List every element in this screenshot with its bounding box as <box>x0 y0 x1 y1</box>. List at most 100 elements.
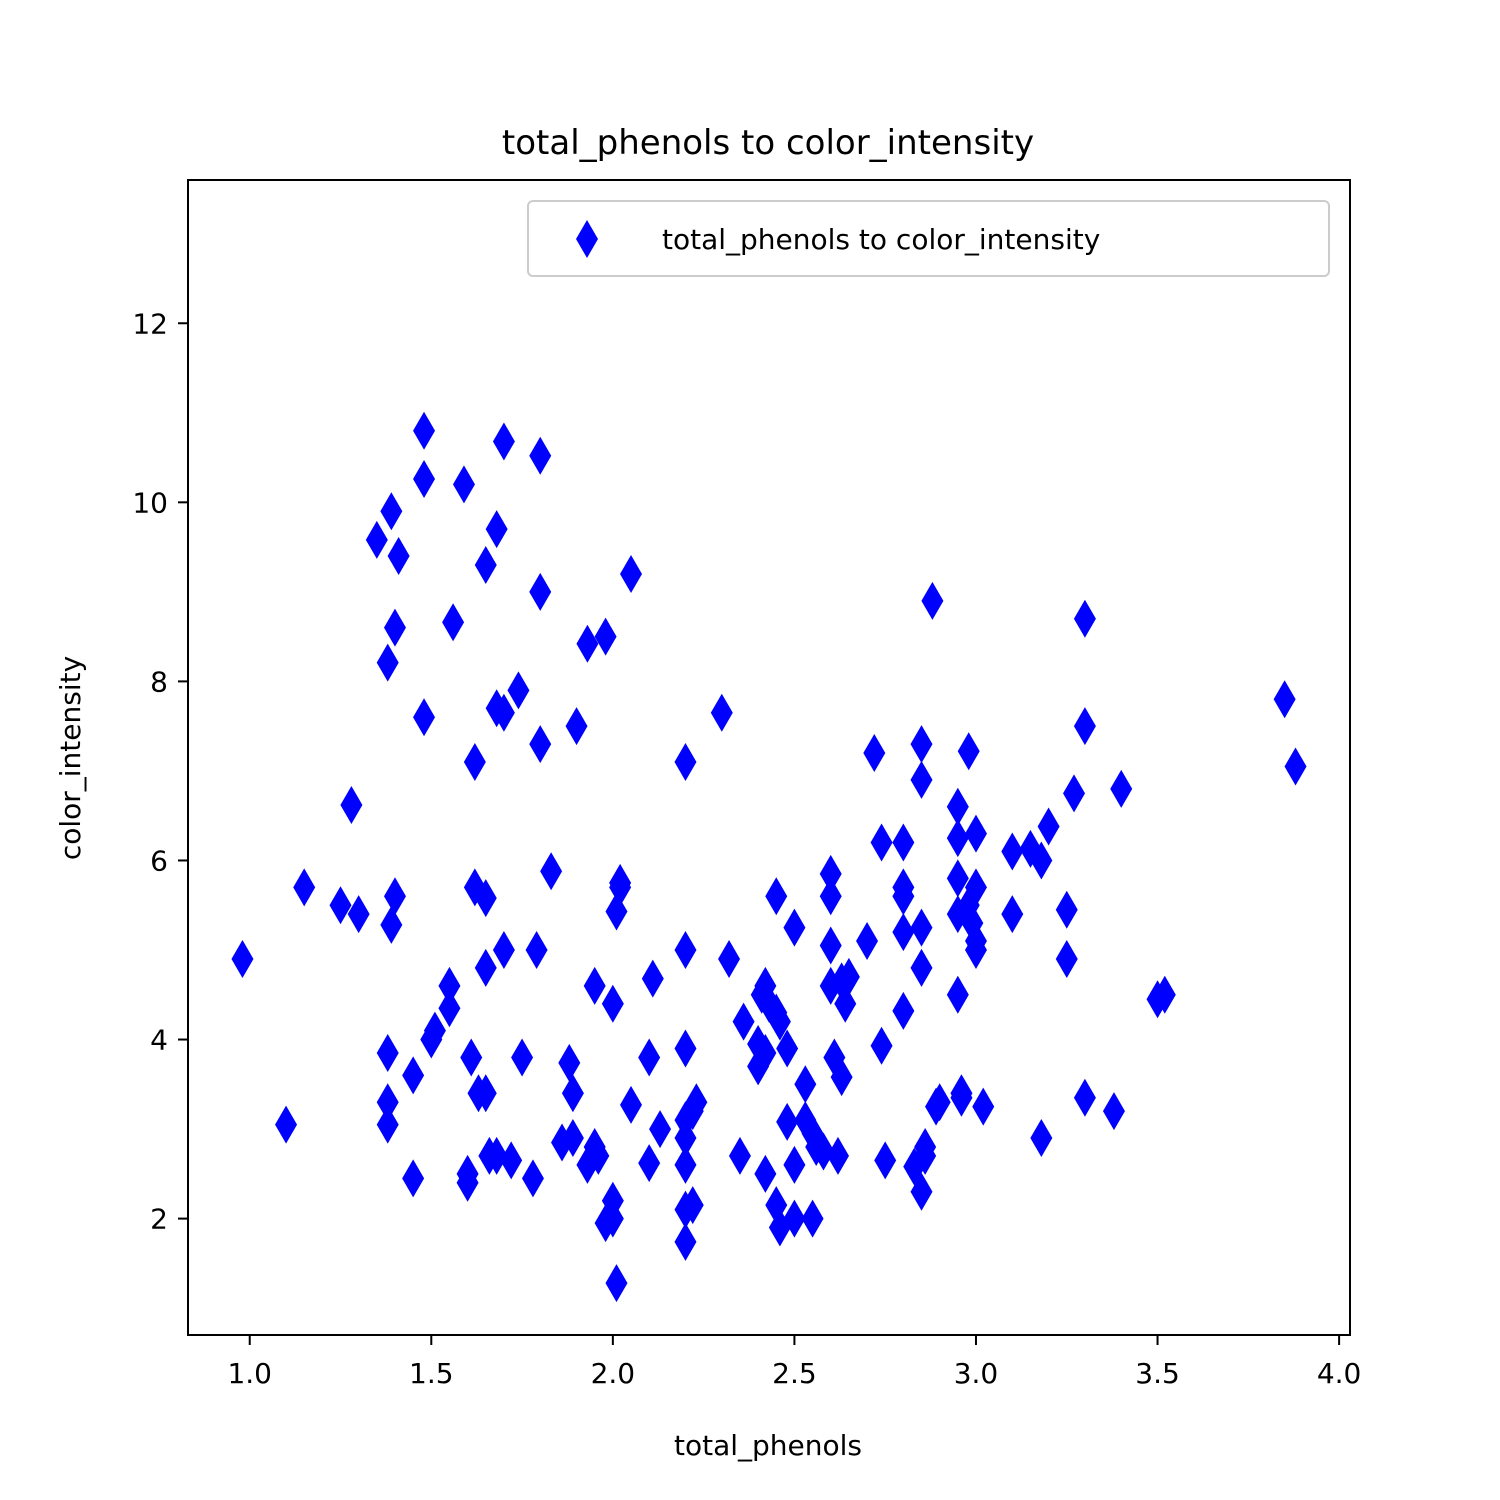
data-point <box>463 742 486 781</box>
legend: total_phenols to color_intensity <box>527 200 1330 277</box>
data-point <box>583 966 606 1005</box>
data-point <box>649 1110 672 1149</box>
x-tick-label: 3.0 <box>954 1357 999 1390</box>
data-point <box>950 1078 973 1117</box>
data-point <box>972 1087 995 1126</box>
data-point <box>837 957 860 996</box>
x-tick-label: 1.0 <box>227 1357 272 1390</box>
data-point <box>438 966 461 1005</box>
data-point <box>892 823 915 862</box>
data-point <box>674 742 697 781</box>
data-point <box>1055 939 1078 978</box>
data-point <box>601 1199 624 1238</box>
data-point <box>507 671 530 710</box>
data-point <box>380 905 403 944</box>
legend-marker <box>576 220 598 258</box>
legend-box <box>527 200 1330 277</box>
y-tick-label: 10 <box>132 486 168 519</box>
data-point <box>525 931 548 969</box>
data-point <box>638 1038 661 1077</box>
data-point <box>576 624 599 663</box>
data-point <box>540 852 563 891</box>
data-point <box>485 510 508 549</box>
data-point <box>376 643 399 682</box>
data-point <box>718 939 741 978</box>
data-point <box>768 1002 791 1041</box>
x-tick-label: 2.5 <box>772 1357 817 1390</box>
data-point <box>776 1102 799 1141</box>
data-point <box>1055 890 1078 929</box>
x-tick-label: 3.5 <box>1135 1357 1180 1390</box>
data-point <box>863 734 886 773</box>
y-axis-label: color_intensity <box>54 656 87 860</box>
plot-frame <box>187 179 1351 1336</box>
data-point <box>474 1074 497 1113</box>
data-points <box>231 411 1307 1303</box>
data-point <box>293 868 316 907</box>
data-point <box>819 926 842 965</box>
data-point <box>380 492 403 531</box>
data-point <box>529 572 552 611</box>
data-point <box>561 1119 584 1158</box>
data-point <box>783 1145 806 1184</box>
data-point <box>1037 807 1060 846</box>
y-tick-label: 12 <box>132 307 168 340</box>
data-point <box>605 1264 628 1303</box>
data-point <box>928 1083 951 1122</box>
data-point <box>638 1144 661 1183</box>
y-tick-label: 4 <box>150 1024 168 1057</box>
data-point <box>565 707 588 746</box>
data-point <box>1001 895 1024 934</box>
data-point <box>474 948 497 987</box>
data-point <box>732 1002 755 1041</box>
data-point <box>874 1141 897 1180</box>
data-point <box>964 931 987 969</box>
data-point <box>1073 599 1096 638</box>
data-point <box>601 984 624 1023</box>
data-point <box>641 959 664 998</box>
x-tick-label: 4.0 <box>1317 1357 1362 1390</box>
data-point <box>946 819 969 858</box>
data-point <box>1284 747 1307 786</box>
data-point <box>452 465 475 504</box>
data-point <box>383 877 406 916</box>
data-point <box>485 1136 508 1175</box>
data-point <box>423 1011 446 1050</box>
data-point <box>456 1163 479 1202</box>
data-point <box>1110 769 1133 808</box>
data-point <box>819 854 842 893</box>
data-point <box>783 908 806 947</box>
data-point <box>594 617 617 656</box>
data-point <box>413 411 436 450</box>
data-point <box>521 1159 544 1198</box>
data-point <box>413 698 436 737</box>
data-point <box>892 877 915 916</box>
data-point <box>870 823 893 862</box>
x-axis-ticks: 1.0 1.5 2.0 2.5 3.0 3.5 4.0 <box>227 1335 1361 1390</box>
data-point <box>957 732 980 771</box>
x-tick-label: 1.5 <box>409 1357 454 1390</box>
data-point <box>376 1033 399 1072</box>
data-point <box>529 725 552 764</box>
data-point <box>402 1159 425 1198</box>
data-point <box>1030 841 1053 880</box>
data-point <box>442 603 465 642</box>
data-point <box>830 1058 853 1097</box>
data-point <box>910 725 933 764</box>
data-point <box>438 989 461 1028</box>
data-point <box>826 1136 849 1175</box>
data-point <box>500 1141 523 1180</box>
x-axis-label: total_phenols <box>674 1429 862 1462</box>
data-point <box>910 1172 933 1211</box>
data-point <box>776 1029 799 1068</box>
data-point <box>728 1136 751 1175</box>
y-tick-label: 8 <box>150 665 168 698</box>
y-tick-label: 6 <box>150 844 168 877</box>
data-point <box>910 948 933 987</box>
data-point <box>1073 707 1096 746</box>
data-point <box>460 1038 483 1077</box>
data-point <box>620 554 643 593</box>
data-point <box>685 1083 708 1122</box>
data-point <box>387 537 410 576</box>
